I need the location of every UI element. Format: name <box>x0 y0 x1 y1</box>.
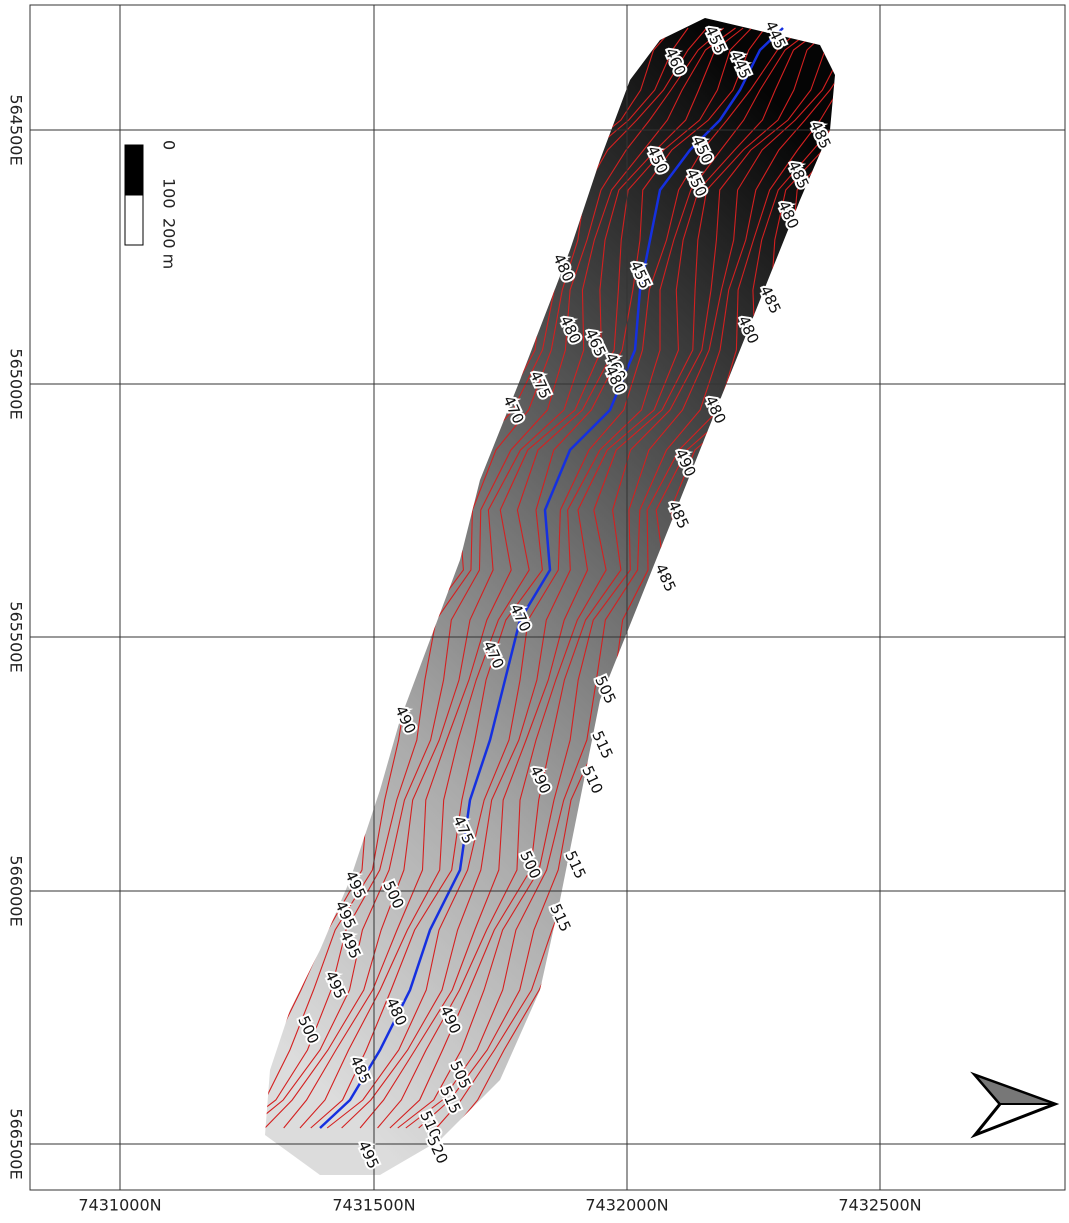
scale-bar-black <box>125 145 143 195</box>
x-coordinate-label: 7432000N <box>585 1196 668 1215</box>
x-coordinate-label: 7432500N <box>838 1196 921 1215</box>
x-coordinate-label: 7431000N <box>78 1196 161 1215</box>
y-coordinate-label: 565500E <box>7 601 26 672</box>
scale-bar-label: 200 m <box>160 218 179 269</box>
y-coordinate-label: 565000E <box>7 348 26 419</box>
scale-bar-label: 100 <box>160 178 179 209</box>
y-coordinate-label: 566000E <box>7 855 26 926</box>
y-coordinate-label: 566500E <box>7 1108 26 1179</box>
scale-bar-white <box>125 195 143 245</box>
scale-bar-label: 0 <box>160 140 179 150</box>
y-coordinate-label: 564500E <box>7 94 26 165</box>
map: 7431000N 7431500N 7432000N 7432500N 564500E 5… <box>0 0 1069 1219</box>
x-coordinate-label: 7431500N <box>332 1196 415 1215</box>
